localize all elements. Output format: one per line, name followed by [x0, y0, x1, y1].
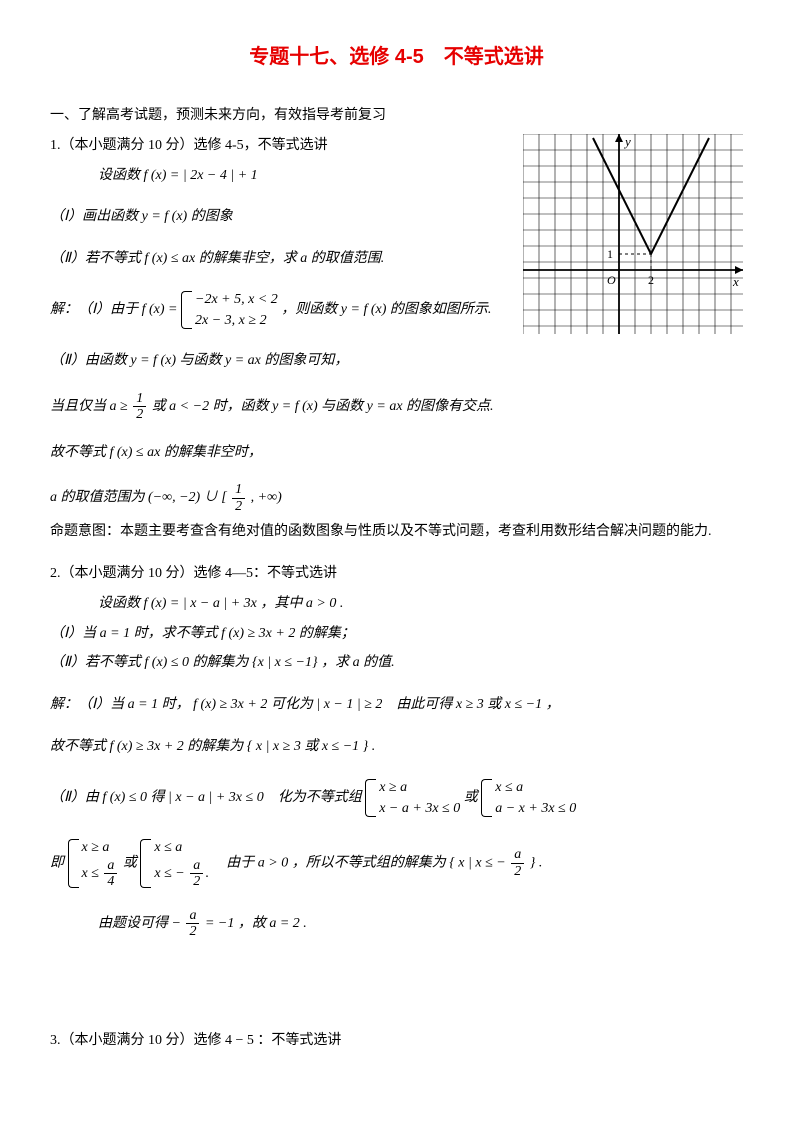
group2: x ≤ a a − x + 3x ≤ 0 [481, 777, 576, 819]
den: 2 [232, 499, 245, 514]
q2-head: 2.（本小题满分 10 分）选修 4—5：不等式选讲 [50, 562, 743, 586]
q1-sol2-l2: 当且仅当 a ≥ 1 2 或 a < −2 时，函数 y = f (x) 与函数… [50, 391, 743, 423]
num: 1 [133, 391, 146, 407]
q1-p2-text: （Ⅱ）若不等式 f (x) ≤ ax 的解集非空，求 a 的取值范围. [50, 251, 384, 266]
q2-sol2-l2: 即 x ≥ a x ≤ a 4 或 x ≤ a x ≤ − a 2 . 由于 a… [50, 837, 743, 890]
l3a: 由题设可得 − [98, 916, 184, 931]
g1r1: x ≥ a [379, 777, 460, 798]
frac-half-2: 1 2 [232, 482, 245, 514]
q1-sol2-l4b: , +∞) [251, 490, 282, 505]
g3r2a: x ≤ [82, 866, 103, 881]
or2: 或 [123, 855, 141, 870]
g4r2: x ≤ − a 2 . [154, 858, 208, 890]
frac-a2-3: a 2 [186, 908, 199, 940]
case1: −2x + 5, x < 2 [195, 289, 278, 310]
group3: x ≥ a x ≤ a 4 [68, 837, 120, 890]
q2-p2: （Ⅱ）若不等式 f (x) ≤ 0 的解集为 {x | x ≤ −1} ，求 a… [50, 651, 743, 675]
q1-sol1-pre: 解：（Ⅰ）由于 f (x) = [50, 302, 181, 317]
num: a [511, 847, 524, 863]
svg-text:2: 2 [648, 273, 654, 287]
q1-sol2-l2b: 或 a < −2 时，函数 y = f (x) 与函数 y = ax 的图像有交… [152, 399, 494, 414]
svg-text:x: x [732, 274, 739, 289]
num: a [104, 858, 117, 874]
q2-sol1b: 故不等式 f (x) ≥ 3x + 2 的解集为 { x | x ≥ 3 或 x… [50, 735, 743, 759]
piecewise-brace: −2x + 5, x < 2 2x − 3, x ≥ 2 [181, 289, 278, 331]
group1: x ≥ a x − a + 3x ≤ 0 [365, 777, 460, 819]
q1-p1-text: （Ⅰ）画出函数 y = f (x) 的图象 [50, 209, 233, 224]
svg-text:1: 1 [607, 247, 613, 261]
q2-sol1: 解：（Ⅰ）当 a = 1 时， f (x) ≥ 3x + 2 可化为 | x −… [50, 693, 743, 717]
question-1-block: yxO21 一、了解高考试题，预测未来方向，有效指导考前复习 1.（本小题满分 … [50, 104, 743, 544]
g4r2a: x ≤ − [154, 866, 188, 881]
den: 2 [511, 864, 524, 879]
case2: 2x − 3, x ≥ 2 [195, 310, 278, 331]
q2-def: 设函数 f (x) = | x − a | + 3x ，其中 a > 0 . [98, 592, 743, 616]
den: 4 [104, 874, 117, 889]
frac-half: 1 2 [133, 391, 146, 423]
q2-p1: （Ⅰ）当 a = 1 时，求不等式 f (x) ≥ 3x + 2 的解集； [50, 622, 743, 646]
num: a [190, 858, 203, 874]
page-title: 专题十七、选修 4-5 不等式选讲 [50, 40, 743, 74]
q3-head: 3.（本小题满分 10 分）选修 4 − 5 ：不等式选讲 [50, 1029, 743, 1053]
g3r1: x ≥ a [82, 837, 120, 858]
frac-a4: a 4 [104, 858, 117, 890]
l3b: = −1 ，故 a = 2 . [205, 916, 307, 931]
q1-sol2-l3: 故不等式 f (x) ≤ ax 的解集非空时， [50, 441, 743, 465]
g1r2: x − a + 3x ≤ 0 [379, 798, 460, 819]
section-heading: 一、了解高考试题，预测未来方向，有效指导考前复习 [50, 104, 743, 128]
function-graph: y x O 2 1 [523, 134, 743, 334]
den: 2 [186, 924, 199, 939]
q1-intent: 命题意图：本题主要考查含有绝对值的函数图象与性质以及不等式问题，考查利用数形结合… [50, 520, 743, 544]
q2-sol2-l3: 由题设可得 − a 2 = −1 ，故 a = 2 . [98, 908, 743, 940]
q1-sol2-l1: （Ⅱ）由函数 y = f (x) 与函数 y = ax 的图象可知， [50, 349, 743, 373]
l2pre: 即 [50, 855, 68, 870]
g4r1: x ≤ a [154, 837, 208, 858]
num: 1 [232, 482, 245, 498]
num: a [186, 908, 199, 924]
or1: 或 [464, 790, 482, 805]
l2postb: } . [530, 855, 543, 870]
l2posta: 由于 a > 0 ，所以不等式组的解集为 { x | x ≤ − [212, 855, 509, 870]
g2r2: a − x + 3x ≤ 0 [495, 798, 576, 819]
svg-text:O: O [607, 273, 616, 287]
q1-sol2-l4a: a 的取值范围为 (−∞, −2) ∪ [ [50, 490, 227, 505]
den: 2 [190, 874, 203, 889]
q2-sol2-l1: （Ⅱ）由 f (x) ≤ 0 得 | x − a | + 3x ≤ 0 化为不等… [50, 777, 743, 819]
svg-text:y: y [623, 134, 631, 149]
q1-sol1-post: ，则函数 y = f (x) 的图象如图所示. [281, 302, 491, 317]
g3r2: x ≤ a 4 [82, 858, 120, 890]
frac-a2: a 2 [190, 858, 203, 890]
den: 2 [133, 407, 146, 422]
q1-sol2-l2a: 当且仅当 a ≥ [50, 399, 131, 414]
g2r1: x ≤ a [495, 777, 576, 798]
frac-a2-2: a 2 [511, 847, 524, 879]
group4: x ≤ a x ≤ − a 2 . [140, 837, 208, 890]
q1-sol2-l4: a 的取值范围为 (−∞, −2) ∪ [ 1 2 , +∞) [50, 482, 743, 514]
q2-sol2-l1a: （Ⅱ）由 f (x) ≤ 0 得 | x − a | + 3x ≤ 0 化为不等… [50, 790, 365, 805]
